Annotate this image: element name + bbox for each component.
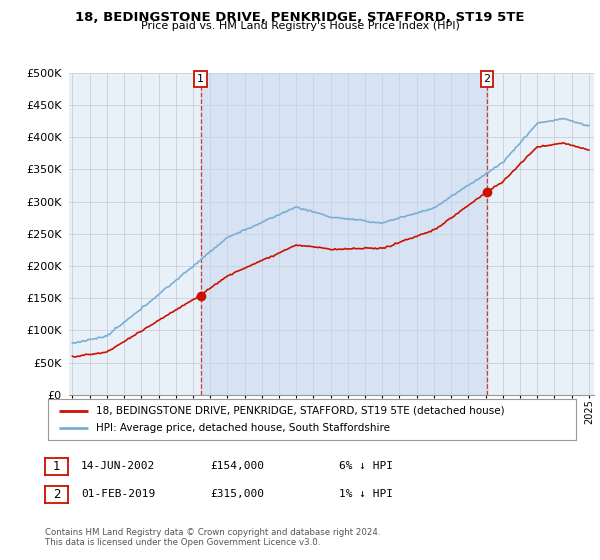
Text: 14-JUN-2002: 14-JUN-2002 — [81, 461, 155, 471]
Text: Contains HM Land Registry data © Crown copyright and database right 2024.: Contains HM Land Registry data © Crown c… — [45, 528, 380, 537]
Text: This data is licensed under the Open Government Licence v3.0.: This data is licensed under the Open Gov… — [45, 538, 320, 547]
Text: HPI: Average price, detached house, South Staffordshire: HPI: Average price, detached house, Sout… — [95, 423, 389, 433]
Text: 18, BEDINGSTONE DRIVE, PENKRIDGE, STAFFORD, ST19 5TE (detached house): 18, BEDINGSTONE DRIVE, PENKRIDGE, STAFFO… — [95, 405, 504, 416]
Text: £315,000: £315,000 — [210, 489, 264, 499]
Text: 2: 2 — [53, 488, 60, 501]
Text: Price paid vs. HM Land Registry's House Price Index (HPI): Price paid vs. HM Land Registry's House … — [140, 21, 460, 31]
Text: 01-FEB-2019: 01-FEB-2019 — [81, 489, 155, 499]
Text: 6% ↓ HPI: 6% ↓ HPI — [339, 461, 393, 471]
Text: 1: 1 — [197, 74, 204, 84]
Text: 1% ↓ HPI: 1% ↓ HPI — [339, 489, 393, 499]
Text: £154,000: £154,000 — [210, 461, 264, 471]
Text: 1: 1 — [53, 460, 60, 473]
Text: 18, BEDINGSTONE DRIVE, PENKRIDGE, STAFFORD, ST19 5TE: 18, BEDINGSTONE DRIVE, PENKRIDGE, STAFFO… — [75, 11, 525, 24]
Bar — [200, 73, 487, 395]
Text: 2: 2 — [484, 74, 490, 84]
